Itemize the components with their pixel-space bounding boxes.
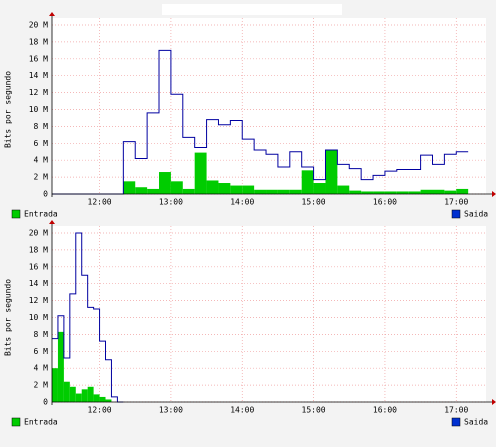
line-step xyxy=(52,232,124,403)
area-step xyxy=(159,172,171,194)
x-tick-label: 16:00 xyxy=(373,406,397,415)
area-step xyxy=(301,170,314,194)
area-step xyxy=(69,386,76,402)
area-step xyxy=(105,399,112,402)
area-step xyxy=(123,181,136,194)
y-tick-label: 2 M xyxy=(34,381,49,390)
area-step xyxy=(218,183,231,194)
area-step xyxy=(408,191,421,194)
area-step xyxy=(384,191,397,194)
legend-label: Entrada xyxy=(24,418,58,427)
x-tick-label: 13:00 xyxy=(159,198,183,207)
y-tick-label: 6 M xyxy=(34,139,49,148)
area-step xyxy=(99,396,106,402)
x-tick-label: 12:00 xyxy=(88,406,112,415)
x-tick-label: 15:00 xyxy=(302,406,326,415)
area-step xyxy=(456,188,469,194)
x-tick-label: 17:00 xyxy=(444,198,468,207)
y-axis-label: Bits por segundo xyxy=(4,71,13,148)
y-tick-label: 16 M xyxy=(29,262,48,271)
y-axis-label: Bits por segundo xyxy=(4,279,13,356)
legend-label: Saida xyxy=(464,418,488,427)
y-tick-label: 0 xyxy=(43,398,48,407)
title-bar xyxy=(162,4,342,15)
area-step xyxy=(63,381,70,402)
line-step xyxy=(52,49,469,195)
area-step xyxy=(182,188,195,194)
area-step xyxy=(420,189,433,194)
area-step xyxy=(93,394,100,402)
x-tick-label: 17:00 xyxy=(444,406,468,415)
y-tick-label: 8 M xyxy=(34,330,49,339)
area-step xyxy=(313,183,326,194)
y-tick-label: 4 M xyxy=(34,156,49,165)
area-step xyxy=(325,150,338,194)
area-step xyxy=(194,152,207,194)
area-step xyxy=(444,190,457,194)
legend-swatch xyxy=(11,417,21,427)
y-tick-label: 0 xyxy=(43,190,48,199)
y-tick-label: 14 M xyxy=(29,71,48,80)
y-tick-label: 8 M xyxy=(34,122,49,131)
area-step xyxy=(373,191,385,194)
area-step xyxy=(52,368,58,402)
x-tick-label: 16:00 xyxy=(373,198,397,207)
axis-arrow xyxy=(492,399,496,405)
y-tick-label: 2 M xyxy=(34,173,49,182)
area-step xyxy=(254,189,267,194)
area-step xyxy=(349,190,362,194)
area-step xyxy=(432,189,445,194)
y-tick-label: 20 M xyxy=(29,21,48,30)
area-step xyxy=(337,185,350,194)
area-step xyxy=(81,389,88,402)
x-tick-label: 12:00 xyxy=(88,198,112,207)
area-step xyxy=(242,185,255,194)
y-tick-label: 12 M xyxy=(29,296,48,305)
area-step xyxy=(206,180,219,194)
area-step xyxy=(75,393,82,402)
area-step xyxy=(147,188,160,194)
legend-swatch xyxy=(451,417,461,427)
area-step xyxy=(87,386,94,402)
area-step xyxy=(57,331,64,402)
plot-area xyxy=(52,18,486,194)
legend-swatch xyxy=(11,209,21,219)
y-tick-label: 10 M xyxy=(29,313,48,322)
y-tick-label: 12 M xyxy=(29,88,48,97)
axis-arrow xyxy=(492,191,496,197)
legend-swatch xyxy=(451,209,461,219)
x-tick-label: 14:00 xyxy=(230,198,254,207)
axis-arrow xyxy=(49,12,55,16)
area-step xyxy=(396,191,409,194)
y-tick-label: 18 M xyxy=(29,245,48,254)
y-tick-label: 16 M xyxy=(29,54,48,63)
legend-label: Saida xyxy=(464,210,488,219)
legend-label: Entrada xyxy=(24,210,58,219)
y-tick-label: 18 M xyxy=(29,37,48,46)
x-tick-label: 14:00 xyxy=(230,406,254,415)
axis-arrow xyxy=(49,220,55,224)
area-step xyxy=(361,191,374,194)
x-tick-label: 15:00 xyxy=(302,198,326,207)
area-step xyxy=(135,187,148,194)
plot-area xyxy=(52,226,486,402)
area-step xyxy=(266,189,278,194)
x-tick-label: 13:00 xyxy=(159,406,183,415)
y-tick-label: 20 M xyxy=(29,229,48,238)
y-tick-label: 4 M xyxy=(34,364,49,373)
area-step xyxy=(289,189,302,194)
y-tick-label: 14 M xyxy=(29,279,48,288)
area-step xyxy=(230,185,243,194)
y-tick-label: 10 M xyxy=(29,105,48,114)
y-tick-label: 6 M xyxy=(34,347,49,356)
area-step xyxy=(277,189,290,194)
area-step xyxy=(170,181,183,194)
